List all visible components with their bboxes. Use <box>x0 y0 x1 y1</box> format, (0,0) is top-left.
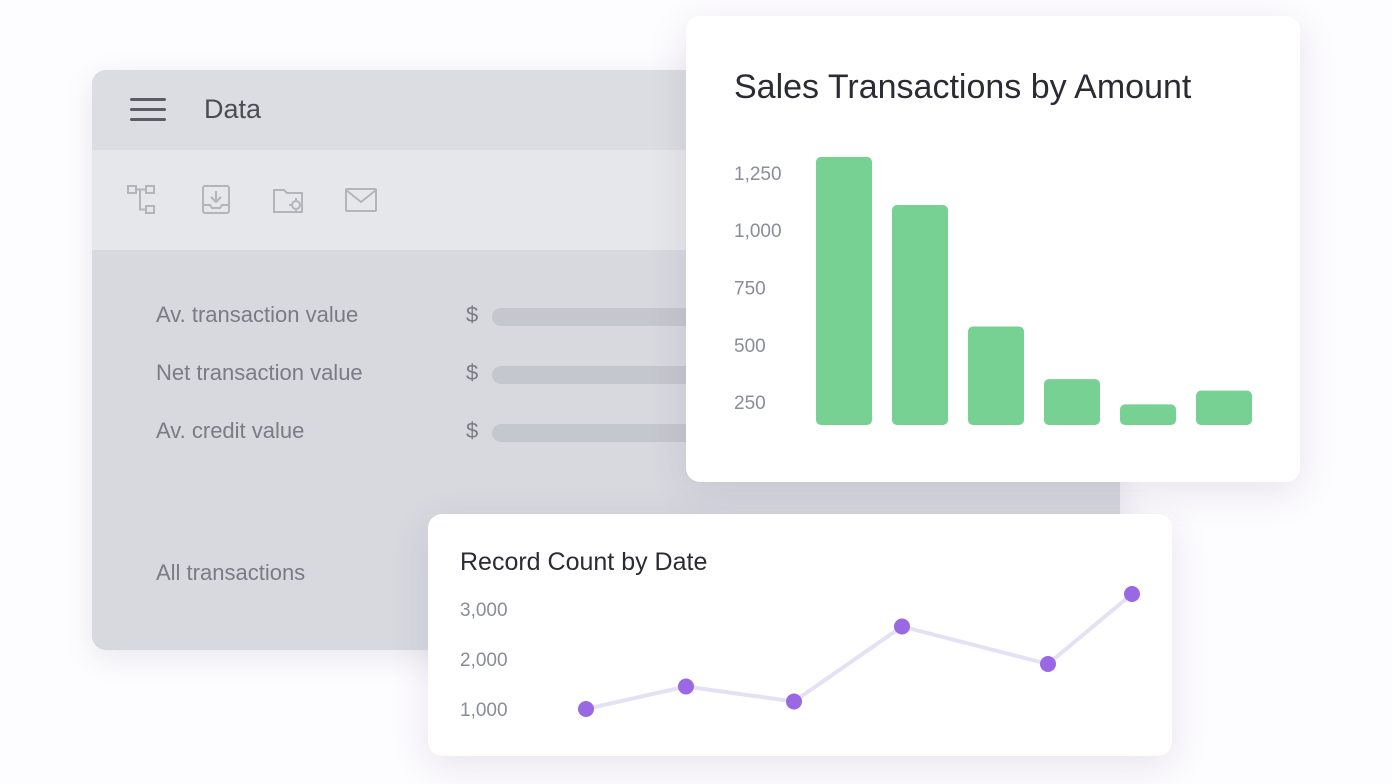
bar[interactable] <box>1120 404 1176 425</box>
line-chart: 3,000 2,000 1,000 <box>460 586 1140 721</box>
all-transactions-label[interactable]: All transactions <box>156 560 306 585</box>
y-tick-label: 1,000 <box>734 221 782 242</box>
y-tick-label: 1,250 <box>734 164 782 185</box>
chart-title: Record Count by Date <box>460 548 708 576</box>
bar-chart: 1,250 1,000 750 500 250 <box>734 156 1252 425</box>
data-point[interactable] <box>786 693 802 710</box>
panel-title: Data <box>204 94 262 124</box>
currency-symbol: $ <box>466 360 479 385</box>
data-point[interactable] <box>678 678 694 695</box>
mail-icon[interactable] <box>344 184 378 216</box>
y-tick-label: 2,000 <box>460 650 508 671</box>
y-tick-label: 1,000 <box>460 700 508 721</box>
currency-symbol: $ <box>466 418 479 443</box>
metric-label: Av. transaction value <box>156 302 359 327</box>
currency-symbol: $ <box>466 302 479 327</box>
metric-label: Net transaction value <box>156 360 363 385</box>
y-tick-label: 750 <box>734 279 766 300</box>
folder-settings-icon[interactable] <box>272 184 306 216</box>
bar[interactable] <box>1196 390 1252 425</box>
bar[interactable] <box>816 156 872 425</box>
data-point[interactable] <box>1124 586 1140 602</box>
line-chart-card: Record Count by Date 3,000 2,000 1,000 <box>428 514 1172 756</box>
bar[interactable] <box>968 326 1024 425</box>
hierarchy-icon[interactable] <box>126 184 160 216</box>
chart-title: Sales Transactions by Amount <box>734 68 1192 106</box>
y-tick-label: 3,000 <box>460 600 508 621</box>
bar[interactable] <box>892 205 948 425</box>
metric-label: Av. credit value <box>156 418 305 443</box>
menu-icon[interactable] <box>130 98 166 122</box>
data-point[interactable] <box>578 701 594 717</box>
download-tray-icon[interactable] <box>200 184 234 216</box>
series-line <box>585 592 1134 711</box>
bar-chart-card: Sales Transactions by Amount 1,250 1,000 7… <box>686 16 1300 482</box>
data-point[interactable] <box>894 618 910 635</box>
data-point[interactable] <box>1040 656 1056 672</box>
bar[interactable] <box>1044 379 1100 425</box>
y-tick-label: 500 <box>734 336 766 357</box>
y-tick-label: 250 <box>734 393 766 414</box>
